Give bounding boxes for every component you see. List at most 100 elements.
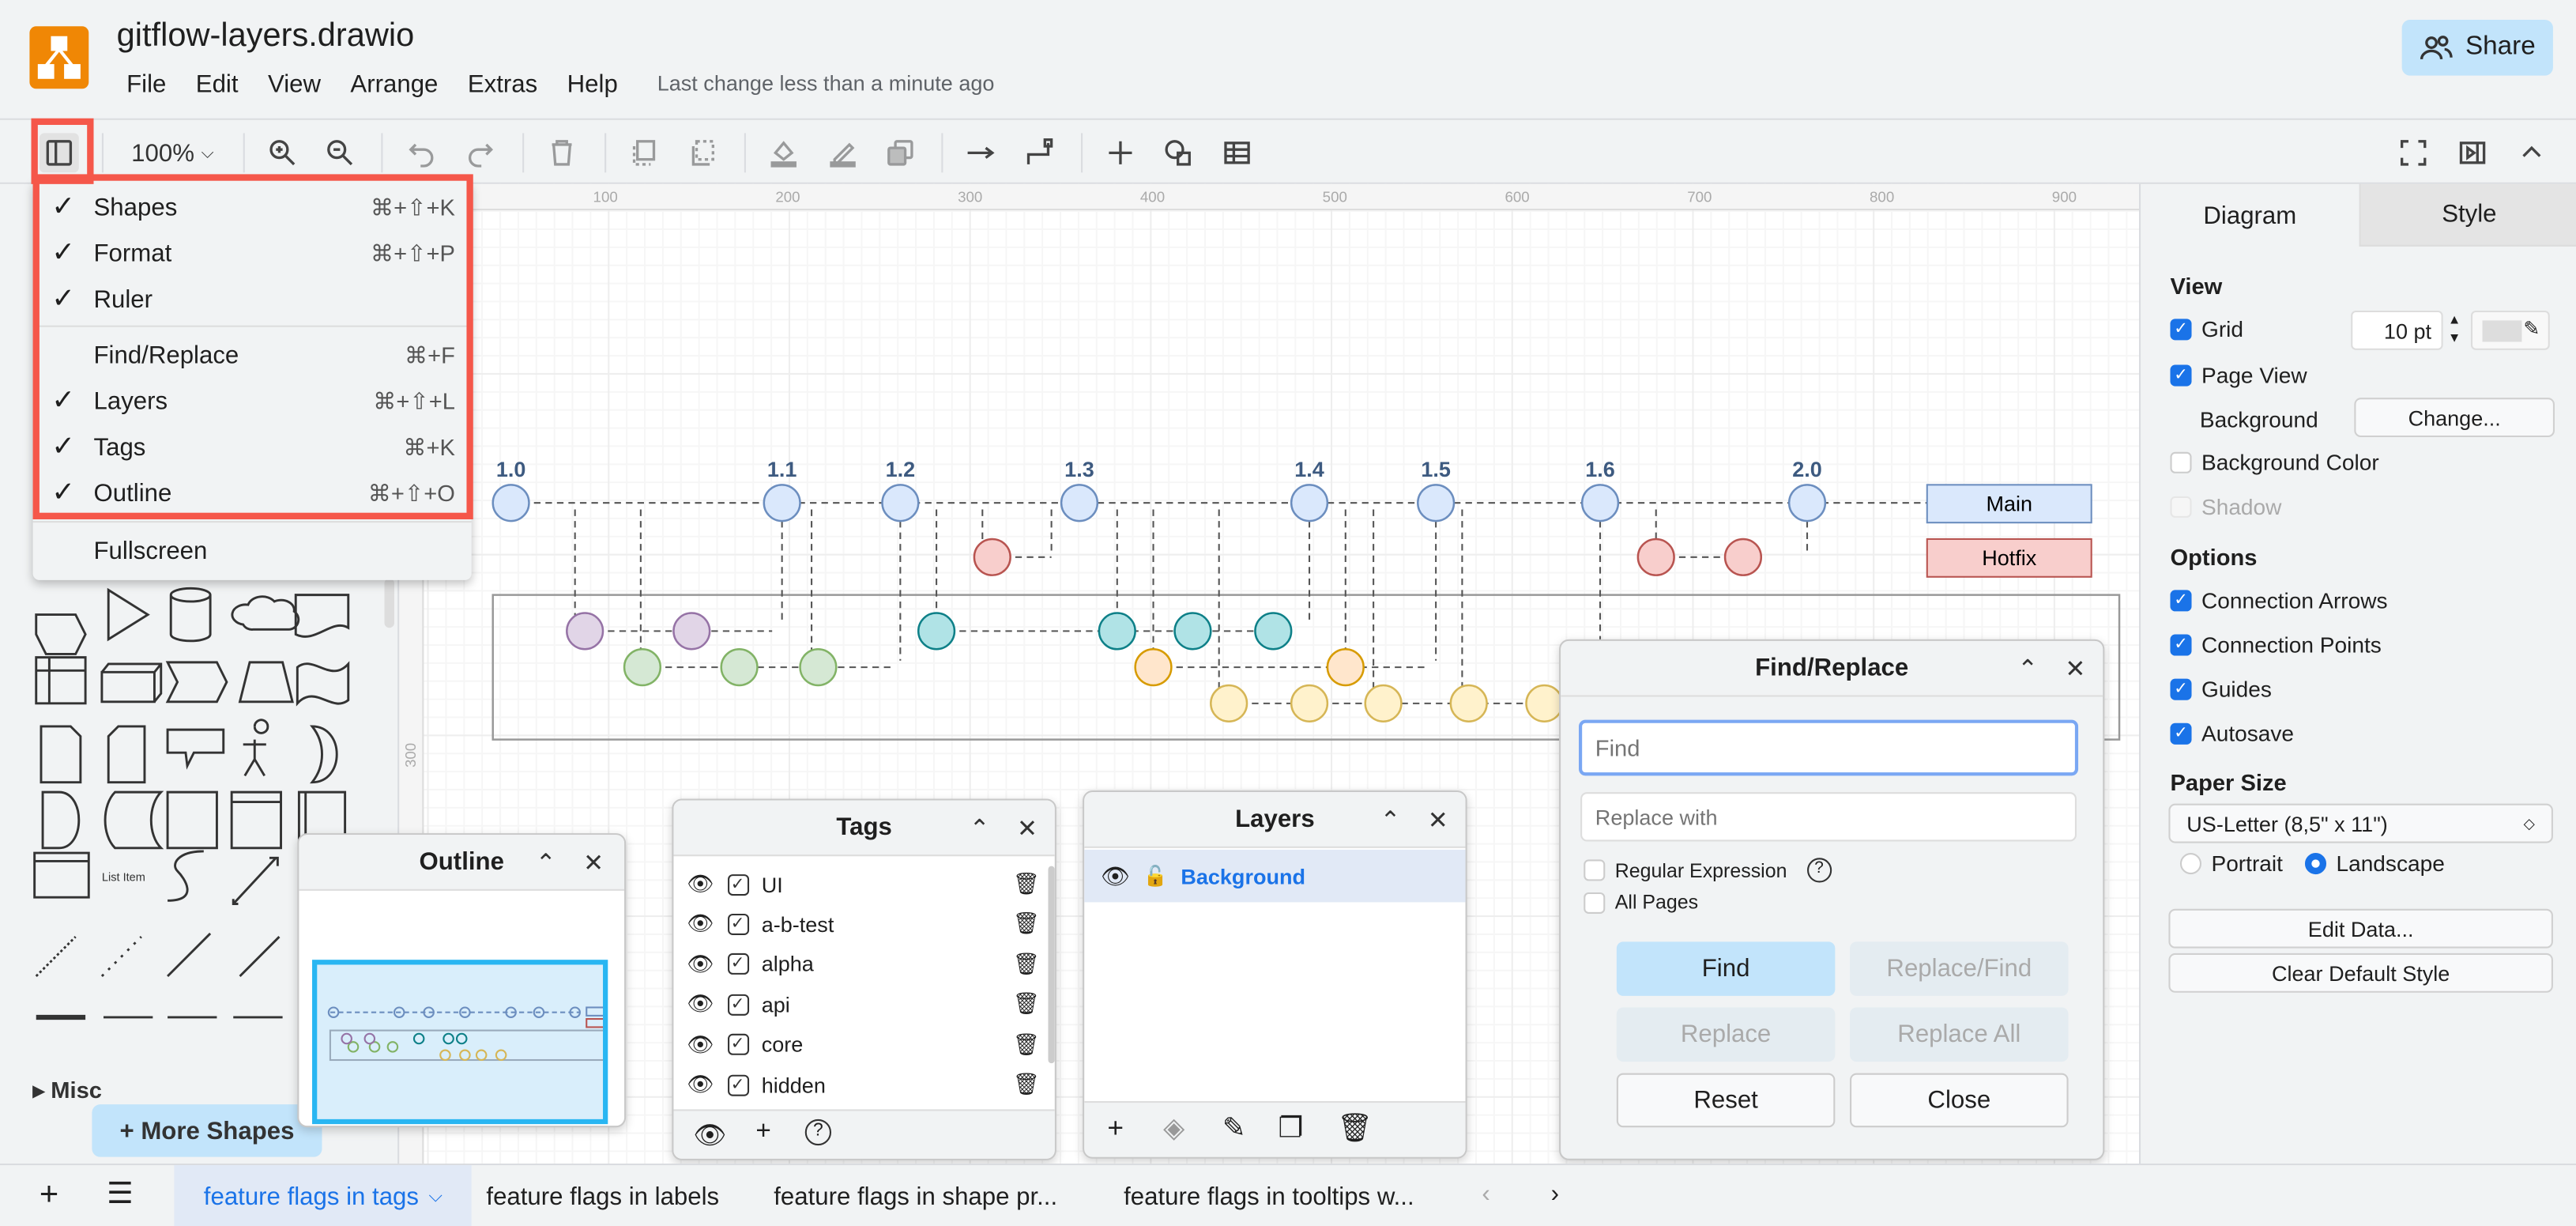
waypoints-button[interactable] — [1020, 133, 1060, 172]
chevron-left-icon[interactable]: ‹ — [1482, 1179, 1490, 1209]
reset-button[interactable]: Reset — [1616, 1073, 1836, 1128]
help-icon[interactable]: ? — [1806, 858, 1832, 883]
eye-icon[interactable]: 👁 — [687, 991, 714, 1017]
option-checkbox[interactable]: ✓ Connection Arrows — [2170, 588, 2388, 613]
edit-layer-icon[interactable]: ✎ — [1222, 1112, 1246, 1145]
close-icon[interactable]: ✕ — [2065, 655, 2086, 684]
portrait-radio[interactable]: Portrait — [2179, 851, 2283, 876]
menu-item-format[interactable]: ✓ Format ⌘+⇧+P — [33, 230, 472, 276]
duplicate-layer-icon[interactable]: ❐ — [1278, 1112, 1304, 1145]
zoom-in-button[interactable] — [263, 133, 303, 172]
find-header[interactable]: Find/Replace — [1561, 640, 2103, 697]
to-front-button[interactable] — [624, 133, 664, 172]
close-icon[interactable]: ✕ — [583, 849, 604, 878]
add-page-icon[interactable]: + — [39, 1176, 59, 1213]
replace-all-button[interactable]: Replace All — [1850, 1007, 2069, 1062]
menu-edit[interactable]: Edit — [195, 70, 239, 99]
find-input[interactable] — [1579, 719, 2079, 776]
clear-default-style-button[interactable]: Clear Default Style — [2168, 953, 2553, 993]
grid-color-button[interactable]: ✎ — [2470, 310, 2550, 350]
tags-header[interactable]: Tags — [673, 800, 1055, 857]
tag-row[interactable]: 👁 ✓ alpha 🗑 — [687, 945, 1040, 984]
insert-button[interactable] — [1101, 133, 1140, 172]
page-tab[interactable]: feature flags in shape pr... — [744, 1165, 1087, 1226]
page-tab[interactable]: feature flags in labels — [457, 1165, 749, 1226]
outline-header[interactable]: Outline — [299, 835, 625, 891]
chevron-right-icon[interactable]: › — [1550, 1179, 1560, 1209]
eye-icon[interactable]: 👁 — [693, 1122, 727, 1151]
regex-checkbox[interactable]: Regular Expression? — [1584, 858, 1832, 883]
grid-size-input[interactable]: 10 pt — [2351, 310, 2443, 350]
format-panel-button[interactable] — [2453, 133, 2492, 172]
option-checkbox[interactable]: ✓ Guides — [2170, 677, 2272, 702]
toggle-panels-button[interactable] — [39, 133, 79, 173]
collapse-icon[interactable]: ⌃ — [1380, 806, 1401, 836]
eye-icon[interactable]: 👁 — [1100, 862, 1130, 888]
edit-data-button[interactable]: Edit Data... — [2168, 908, 2553, 949]
trash-icon[interactable]: 🗑 — [1012, 870, 1041, 896]
tag-row[interactable]: 👁 ✓ core 🗑 — [687, 1025, 1040, 1065]
outline-viewport[interactable] — [312, 960, 617, 1125]
tag-checkbox[interactable]: ✓ — [727, 913, 749, 935]
menu-item-findreplace[interactable]: Find/Replace ⌘+F — [33, 332, 472, 378]
lock-icon[interactable]: 🔓 — [1143, 864, 1168, 888]
tag-checkbox[interactable]: ✓ — [727, 1073, 749, 1096]
chevron-down-icon[interactable]: ⌵ — [428, 1186, 443, 1206]
menu-arrange[interactable]: Arrange — [350, 70, 439, 99]
pages-menu-icon[interactable]: ☰ — [107, 1176, 134, 1210]
add-tag-icon[interactable]: + — [755, 1117, 771, 1146]
page-tab[interactable]: feature flags in tags ⌵ — [174, 1165, 473, 1226]
landscape-radio[interactable]: Landscape — [2304, 851, 2445, 876]
table-button[interactable] — [1218, 133, 1257, 172]
undo-button[interactable] — [402, 133, 442, 172]
trash-icon[interactable]: 🗑 — [1012, 1031, 1041, 1057]
eye-icon[interactable]: 👁 — [687, 911, 714, 936]
tags-scrollbar[interactable] — [1048, 866, 1055, 1064]
menu-file[interactable]: File — [126, 70, 167, 99]
close-button[interactable]: Close — [1850, 1073, 2069, 1128]
fullscreen-button[interactable] — [2393, 133, 2433, 172]
trash-icon[interactable]: 🗑 — [1012, 991, 1041, 1017]
option-checkbox[interactable]: ✓ Autosave — [2170, 722, 2294, 746]
page-tab[interactable]: feature flags in tooltips w... — [1094, 1165, 1444, 1226]
tag-checkbox[interactable]: ✓ — [727, 994, 749, 1016]
menu-item-ruler[interactable]: ✓ Ruler — [33, 276, 472, 322]
zoom-dropdown[interactable]: 100% ⌵ — [131, 138, 214, 168]
collapse-toolbar-button[interactable] — [2512, 133, 2552, 172]
tag-row[interactable]: 👁 ✓ UI 🗑 — [687, 865, 1040, 904]
fill-color-button[interactable] — [764, 133, 804, 172]
more-shapes-button[interactable]: + More Shapes — [92, 1104, 322, 1157]
tag-row[interactable]: 👁 ✓ hidden 🗑 — [687, 1065, 1040, 1104]
sidebar-scrollbar[interactable] — [384, 578, 394, 628]
to-back-button[interactable] — [684, 133, 723, 172]
all-pages-checkbox[interactable]: All Pages — [1584, 891, 1698, 914]
help-icon[interactable]: ? — [804, 1118, 832, 1146]
shapes-button[interactable] — [1158, 133, 1198, 172]
share-button[interactable]: Share — [2401, 19, 2553, 76]
zoom-out-button[interactable] — [320, 133, 360, 172]
add-layer-icon[interactable]: + — [1107, 1112, 1124, 1145]
change-background-button[interactable]: Change... — [2354, 398, 2555, 438]
close-icon[interactable]: ✕ — [1016, 815, 1038, 843]
tag-row[interactable]: 👁 ✓ a-b-test 🗑 — [687, 904, 1040, 944]
line-color-button[interactable] — [823, 133, 863, 172]
tag-checkbox[interactable]: ✓ — [727, 1033, 749, 1055]
delete-layer-icon[interactable]: 🗑 — [1337, 1112, 1373, 1145]
close-icon[interactable]: ✕ — [1427, 806, 1448, 836]
grid-checkbox[interactable]: ✓ Grid — [2170, 317, 2243, 341]
eye-icon[interactable]: 👁 — [687, 870, 714, 896]
layer-row[interactable]: 👁 🔓 Background — [1084, 849, 1466, 903]
tag-checkbox[interactable]: ✓ — [727, 873, 749, 896]
menu-item-shapes[interactable]: ✓ Shapes ⌘+⇧+K — [33, 184, 472, 230]
menu-item-tags[interactable]: ✓ Tags ⌘+K — [33, 424, 472, 470]
eye-icon[interactable]: 👁 — [687, 951, 714, 976]
tag-checkbox[interactable]: ✓ — [727, 953, 749, 975]
page-view-checkbox[interactable]: ✓ Page View — [2170, 363, 2307, 388]
menu-help[interactable]: Help — [567, 70, 618, 99]
trash-icon[interactable]: 🗑 — [1012, 911, 1041, 936]
file-title[interactable]: gitflow-layers.drawio — [116, 17, 415, 55]
shadow-checkbox[interactable]: Shadow — [2170, 495, 2281, 519]
eye-icon[interactable]: 👁 — [687, 1031, 714, 1057]
misc-section[interactable]: ▸ Misc — [32, 1076, 103, 1103]
menu-view[interactable]: View — [267, 70, 322, 99]
